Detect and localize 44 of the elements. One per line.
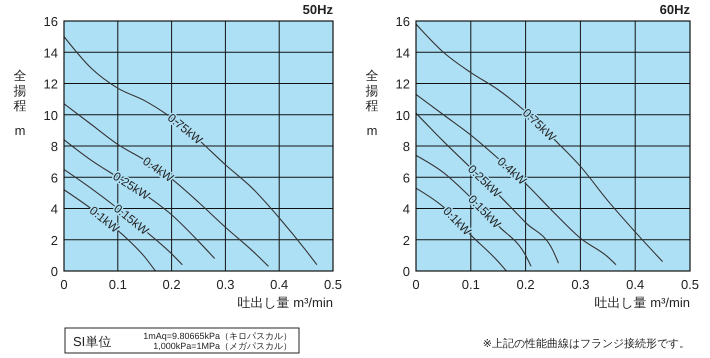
chart-title: 50Hz	[302, 2, 334, 17]
y-tick-label: 8	[402, 139, 410, 154]
y-tick-label: 2	[402, 232, 410, 248]
x-tick-label: 0.1	[462, 277, 480, 292]
y-tick-label: 0	[50, 264, 58, 279]
y-tick-label: 6	[50, 170, 58, 186]
x-tick-label: 0.3	[216, 277, 234, 292]
y-tick-label: 4	[402, 202, 410, 216]
y-tick-label: 16	[396, 14, 410, 29]
x-tick-label: 0	[412, 277, 420, 292]
text: 1,000kPa=1MPa（メガパスカル）	[153, 341, 292, 351]
line-series	[415, 24, 664, 262]
x-tick-label: 0.5	[324, 277, 342, 292]
line-series	[415, 94, 617, 266]
y-tick-label: 14	[396, 45, 410, 60]
x-tick-label: 0.2	[516, 277, 535, 292]
y-tick-label: 8	[50, 139, 58, 154]
x-tick-label: 0.4	[626, 277, 644, 292]
y-axis-title: 全揚程 m	[366, 68, 378, 138]
chart-title: 60Hz	[660, 2, 690, 17]
y-tick-label: 12	[44, 76, 58, 92]
y-axis-title: 全揚程 m	[14, 68, 26, 138]
y-tick-label: 12	[396, 76, 410, 92]
y-tick-label: 10	[396, 108, 410, 123]
x-axis-title: 吐出し量 m³/min	[594, 295, 690, 310]
y-tick-label: 0	[402, 264, 410, 279]
y-tick-label: 4	[50, 202, 58, 216]
line-series	[63, 103, 269, 267]
y-tick-label: 16	[44, 14, 58, 29]
y-tick-label: 2	[50, 232, 58, 248]
line-series	[63, 36, 318, 266]
x-tick-label: 0.1	[108, 277, 127, 292]
x-tick-label: 0.5	[680, 277, 700, 292]
text: 1mAq=9.80665kPa（キロパスカル）	[143, 331, 292, 341]
x-tick-label: 0.2	[162, 277, 181, 292]
y-tick-label: 6	[402, 170, 410, 186]
x-tick-label: 0.4	[270, 277, 288, 292]
x-tick-label: 0	[60, 277, 68, 292]
text: ※上記の性能曲線はフランジ接続形です。	[482, 337, 690, 350]
x-tick-label: 0.3	[571, 277, 590, 292]
y-tick-label: 14	[44, 45, 58, 60]
text: SI単位	[73, 334, 112, 349]
y-tick-label: 10	[44, 108, 58, 123]
x-axis-title: 吐出し量 m³/min	[238, 295, 333, 310]
